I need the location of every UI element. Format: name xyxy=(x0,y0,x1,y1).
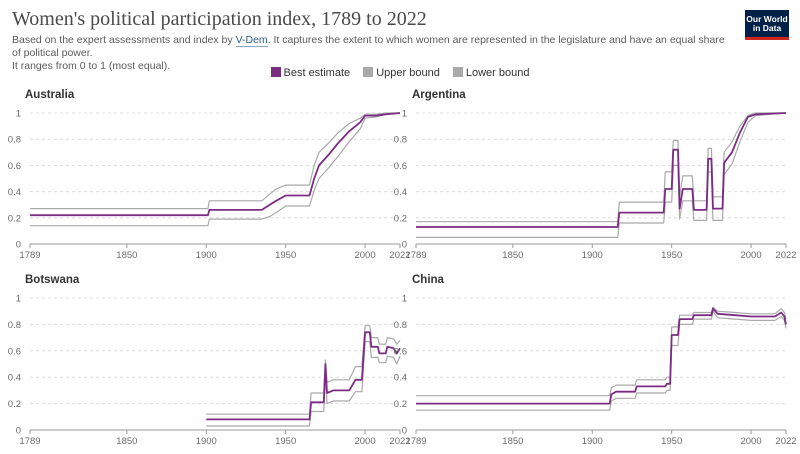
chart-subtitle: Based on the expert assessments and inde… xyxy=(12,34,732,73)
x-tick-label: 1789 xyxy=(405,250,426,261)
x-tick-label: 1900 xyxy=(196,250,217,261)
subtitle-range-note: It ranges from 0 to 1 (most equal). xyxy=(12,60,171,72)
legend-swatch-best xyxy=(270,67,281,77)
x-tick-label: 2000 xyxy=(354,250,375,261)
y-tick-label: 0.6 xyxy=(394,346,407,357)
facet-title-botswana: Botswana xyxy=(25,274,80,286)
y-tick-label: 0.4 xyxy=(394,187,407,198)
y-tick-label: 0.8 xyxy=(394,135,407,146)
subtitle-text-rest: . It captures the extent to which women … xyxy=(12,34,725,59)
legend-item-lower-bound[interactable]: Lower bound xyxy=(452,67,530,79)
x-tick-label: 1850 xyxy=(502,250,523,261)
legend-item-upper-bound[interactable]: Upper bound xyxy=(363,67,440,79)
x-tick-label: 1789 xyxy=(19,250,40,261)
x-tick-label: 1850 xyxy=(116,250,137,261)
x-tick-label: 1950 xyxy=(661,250,682,261)
series-line-best-estimate xyxy=(30,112,401,217)
logo-accent-bar xyxy=(745,37,789,40)
series-line-lower-bound xyxy=(416,112,787,238)
y-tick-label: 0.2 xyxy=(394,213,407,224)
x-tick-label: 2000 xyxy=(740,250,761,261)
series-line-lower-bound xyxy=(206,341,401,427)
facet-title-australia: Australia xyxy=(25,89,75,101)
y-tick-label: 0.6 xyxy=(8,346,21,357)
x-tick-label: 2022 xyxy=(389,250,410,261)
y-tick-label: 0 xyxy=(402,426,407,437)
legend-label: Best estimate xyxy=(283,67,351,79)
series-line-upper-bound xyxy=(416,306,787,397)
y-tick-label: 0.8 xyxy=(8,320,21,331)
y-tick-label: 0 xyxy=(16,240,21,251)
legend-item-best-estimate[interactable]: Best estimate xyxy=(270,67,351,79)
x-tick-label: 1850 xyxy=(116,436,137,447)
series-line-best-estimate xyxy=(416,307,787,405)
y-tick-label: 0.6 xyxy=(394,161,407,172)
y-tick-label: 0.8 xyxy=(8,135,21,146)
series-line-upper-bound xyxy=(30,112,400,210)
y-tick-label: 0 xyxy=(402,240,407,251)
subtitle-text: Based on the expert assessments and inde… xyxy=(12,34,236,46)
y-tick-label: 0.4 xyxy=(8,187,21,198)
facet-title-argentina: Argentina xyxy=(412,89,466,101)
owid-logo[interactable]: Our World in Data xyxy=(745,10,789,40)
x-tick-label: 2022 xyxy=(775,250,796,261)
legend-label: Upper bound xyxy=(376,67,440,79)
legend: Best estimate Upper bound Lower bound xyxy=(0,67,800,79)
legend-label: Lower bound xyxy=(465,67,530,79)
y-tick-label: 0.4 xyxy=(8,373,21,384)
x-tick-label: 2022 xyxy=(389,436,410,447)
x-tick-label: 2000 xyxy=(354,436,375,447)
x-tick-label: 1950 xyxy=(275,436,296,447)
x-tick-label: 1789 xyxy=(405,436,426,447)
legend-swatch-lower xyxy=(452,67,463,77)
logo-line2: in Data xyxy=(752,23,782,33)
chart-title: Women's political participation index, 1… xyxy=(12,8,427,30)
y-tick-label: 1 xyxy=(402,294,407,305)
y-tick-label: 0.8 xyxy=(394,320,407,331)
x-tick-label: 2000 xyxy=(740,436,761,447)
facet-title-china: China xyxy=(412,274,444,286)
x-tick-label: 1850 xyxy=(502,436,523,447)
y-tick-label: 0.6 xyxy=(8,161,21,172)
x-tick-label: 1950 xyxy=(275,250,296,261)
series-line-upper-bound xyxy=(206,325,401,415)
y-tick-label: 1 xyxy=(16,294,21,305)
x-tick-label: 1900 xyxy=(582,436,603,447)
x-tick-label: 1900 xyxy=(582,250,603,261)
y-tick-label: 0.2 xyxy=(8,213,21,224)
x-tick-label: 2022 xyxy=(775,436,796,447)
legend-swatch-upper xyxy=(363,67,374,77)
y-tick-label: 1 xyxy=(402,109,407,120)
x-tick-label: 1950 xyxy=(661,436,682,447)
y-tick-label: 1 xyxy=(16,109,21,120)
y-tick-label: 0 xyxy=(16,426,21,437)
series-line-upper-bound xyxy=(416,112,786,223)
series-line-lower-bound xyxy=(30,112,401,227)
series-line-lower-bound xyxy=(416,310,787,411)
y-tick-label: 0.2 xyxy=(394,399,407,410)
x-tick-label: 1900 xyxy=(196,436,217,447)
logo-line1: Our World xyxy=(746,14,788,24)
series-line-best-estimate xyxy=(416,112,787,228)
vdem-link[interactable]: V-Dem xyxy=(235,34,268,47)
x-tick-label: 1789 xyxy=(19,436,40,447)
y-tick-label: 0.4 xyxy=(394,373,407,384)
series-line-best-estimate xyxy=(206,331,401,421)
y-tick-label: 0.2 xyxy=(8,399,21,410)
